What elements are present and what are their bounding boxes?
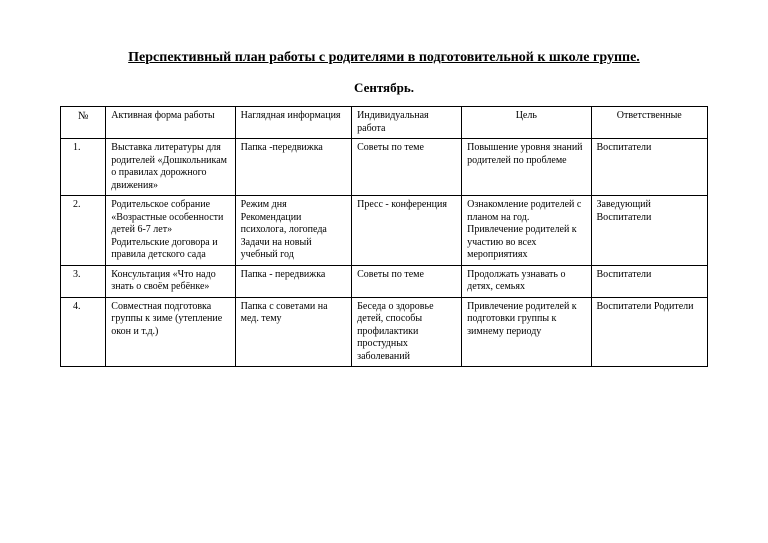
cell-resp: Воспитатели Родители <box>591 297 708 367</box>
cell-resp: Воспитатели <box>591 265 708 297</box>
cell-visual: Папка - передвижка <box>235 265 351 297</box>
cell-resp: Воспитатели <box>591 139 708 196</box>
cell-goal: Привлечение родителей к подготовки групп… <box>462 297 591 367</box>
cell-indiv: Пресс - конференция <box>352 196 462 266</box>
cell-num: 1. <box>61 139 106 196</box>
cell-num: 2. <box>61 196 106 266</box>
table-row: 2. Родительское собрание «Возрастные осо… <box>61 196 708 266</box>
col-header-visual: Наглядная информация <box>235 107 351 139</box>
table-row: 3. Консультация «Что надо знать о своём … <box>61 265 708 297</box>
document-page: Перспективный план работы с родителями в… <box>0 0 768 397</box>
plan-table: № Активная форма работы Наглядная информ… <box>60 106 708 367</box>
table-row: 4. Совместная подготовка группы к зиме (… <box>61 297 708 367</box>
cell-active: Родительское собрание «Возрастные особен… <box>106 196 235 266</box>
table-row: 1. Выставка литературы для родителей «До… <box>61 139 708 196</box>
col-header-goal: Цель <box>462 107 591 139</box>
cell-indiv: Беседа о здоровье детей, способы профила… <box>352 297 462 367</box>
page-subtitle: Сентябрь. <box>60 80 708 96</box>
cell-active: Консультация «Что надо знать о своём реб… <box>106 265 235 297</box>
table-header-row: № Активная форма работы Наглядная информ… <box>61 107 708 139</box>
cell-active: Совместная подготовка группы к зиме (уте… <box>106 297 235 367</box>
cell-resp: Заведующий Воспитатели <box>591 196 708 266</box>
cell-goal: Ознакомление родителей с планом на год. … <box>462 196 591 266</box>
cell-active: Выставка литературы для родителей «Дошко… <box>106 139 235 196</box>
cell-goal: Продолжать узнавать о детях, семьях <box>462 265 591 297</box>
table-body: 1. Выставка литературы для родителей «До… <box>61 139 708 367</box>
cell-indiv: Советы по теме <box>352 139 462 196</box>
col-header-active: Активная форма работы <box>106 107 235 139</box>
col-header-indiv: Индивидуальная работа <box>352 107 462 139</box>
cell-num: 3. <box>61 265 106 297</box>
cell-num: 4. <box>61 297 106 367</box>
cell-visual: Режим дня Рекомендации психолога, логопе… <box>235 196 351 266</box>
col-header-num: № <box>61 107 106 139</box>
cell-indiv: Советы по теме <box>352 265 462 297</box>
cell-goal: Повышение уровня знаний родителей по про… <box>462 139 591 196</box>
page-title: Перспективный план работы с родителями в… <box>60 50 708 66</box>
cell-visual: Папка -передвижка <box>235 139 351 196</box>
cell-visual: Папка с советами на мед. тему <box>235 297 351 367</box>
col-header-resp: Ответственные <box>591 107 708 139</box>
